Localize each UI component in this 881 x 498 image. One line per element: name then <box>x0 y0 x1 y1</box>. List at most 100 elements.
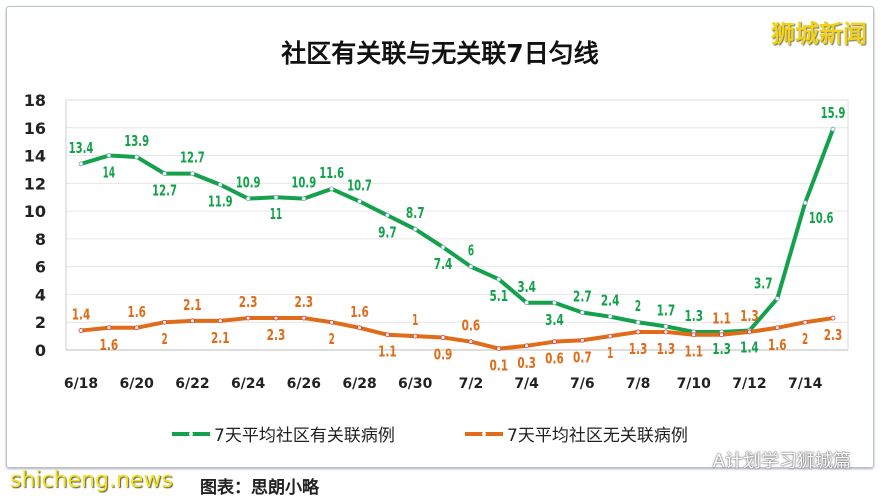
data-label: 1 <box>607 344 613 362</box>
data-label: 0.1 <box>489 357 508 375</box>
data-point <box>162 171 167 177</box>
data-label: 1.6 <box>127 303 146 321</box>
data-point <box>245 315 251 321</box>
data-label: 11 <box>270 205 282 223</box>
data-label: 5.1 <box>489 287 508 305</box>
data-label: 1.1 <box>684 343 703 361</box>
data-label: 1.1 <box>378 343 397 361</box>
series-line-1 <box>80 316 834 351</box>
x-tick-label: 7/12 <box>732 376 766 392</box>
y-tick-label: 6 <box>35 258 46 277</box>
data-label: 2 <box>161 330 167 348</box>
data-point <box>747 329 752 335</box>
data-point <box>329 319 335 325</box>
data-point <box>663 323 669 329</box>
data-label: 1.3 <box>657 340 676 358</box>
data-label: 2.4 <box>601 292 620 310</box>
data-point <box>774 325 780 331</box>
data-point <box>663 329 669 335</box>
data-point <box>329 186 335 192</box>
data-label: 1.4 <box>740 339 759 357</box>
data-label: 11.9 <box>208 193 233 211</box>
x-tick-label: 7/2 <box>459 376 484 392</box>
data-label: 6 <box>468 242 474 260</box>
data-label: 3.4 <box>545 311 564 329</box>
data-point <box>579 310 585 315</box>
y-tick-label: 16 <box>24 119 46 138</box>
data-label: 0.9 <box>434 346 453 364</box>
chart-title: 社区有关联与无关联7日匀线 <box>281 39 598 68</box>
data-point <box>357 198 362 204</box>
y-tick-label: 4 <box>35 285 46 304</box>
data-label: 8.7 <box>406 204 425 222</box>
data-point <box>384 212 390 218</box>
data-point <box>552 339 557 345</box>
data-point <box>190 171 195 177</box>
data-point <box>162 319 167 325</box>
data-point <box>301 315 307 321</box>
x-tick-label: 6/24 <box>231 376 266 392</box>
data-point <box>273 194 279 200</box>
data-label: 11.6 <box>319 164 344 182</box>
data-label: 1.7 <box>657 301 676 319</box>
data-point <box>524 300 530 306</box>
data-label: 7.4 <box>434 255 453 273</box>
data-label: 1.3 <box>712 340 731 358</box>
data-label: 10.7 <box>347 176 372 194</box>
data-label: 2.1 <box>183 296 202 314</box>
data-point <box>468 264 474 270</box>
legend-label: 7天平均社区无关联病例 <box>507 426 688 446</box>
data-point <box>273 315 279 321</box>
data-point <box>134 325 140 331</box>
data-label: 3.7 <box>754 275 773 293</box>
data-label: 1.6 <box>768 336 787 354</box>
data-point <box>78 161 84 167</box>
legend-marker <box>482 432 486 436</box>
data-label: 2.1 <box>211 329 230 347</box>
data-label: 1.1 <box>712 310 731 328</box>
data-point <box>357 325 362 331</box>
data-point <box>830 315 836 321</box>
data-point <box>802 200 808 206</box>
data-point <box>440 244 446 250</box>
data-label: 1.3 <box>629 340 648 358</box>
data-label: 2.3 <box>295 293 314 311</box>
data-label: 13.4 <box>69 139 94 157</box>
data-label: 12.7 <box>152 182 177 200</box>
data-point <box>134 154 140 160</box>
data-point <box>635 319 641 325</box>
legend-marker <box>189 432 193 436</box>
data-point <box>830 126 836 132</box>
data-point <box>384 332 390 338</box>
data-label: 9.7 <box>378 223 397 241</box>
caption: 图表：思朗小略 <box>200 478 319 498</box>
data-label: 2.3 <box>824 326 843 344</box>
data-label: 0.3 <box>517 354 536 372</box>
data-point <box>607 314 613 320</box>
data-label: 13.9 <box>124 132 149 150</box>
x-tick-label: 7/6 <box>570 376 595 392</box>
y-tick-label: 12 <box>24 174 46 193</box>
watermark-bottom-left: shicheng.news <box>10 468 173 493</box>
x-tick-label: 6/20 <box>120 376 155 392</box>
data-label: 1.3 <box>684 307 703 325</box>
data-point <box>524 343 530 349</box>
data-label: 14 <box>103 164 115 182</box>
data-point <box>552 300 557 306</box>
data-label: 10.9 <box>236 174 261 192</box>
data-label: 10.6 <box>809 209 834 227</box>
series-line-0 <box>80 128 835 334</box>
data-point <box>217 182 223 188</box>
data-label: 2.7 <box>573 288 592 306</box>
data-point <box>691 332 697 338</box>
data-point <box>412 226 418 232</box>
data-label: 3.4 <box>517 278 536 296</box>
data-label: 1.6 <box>100 336 119 354</box>
data-point <box>245 196 251 202</box>
data-label: 1 <box>412 311 418 329</box>
data-point <box>496 346 502 352</box>
y-tick-label: 0 <box>35 341 46 360</box>
data-label: 1.6 <box>350 303 369 321</box>
data-label: 15.9 <box>821 104 846 122</box>
